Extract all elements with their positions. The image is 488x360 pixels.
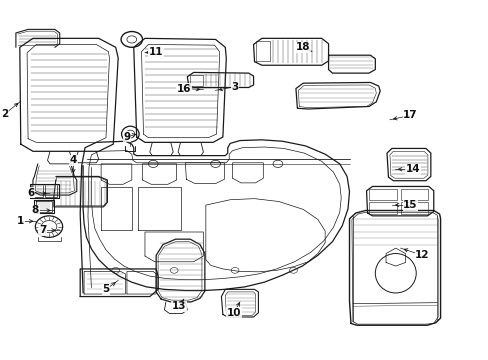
Text: 5: 5 xyxy=(102,284,109,294)
Text: 8: 8 xyxy=(32,206,39,216)
Text: 4: 4 xyxy=(69,155,77,165)
Text: 6: 6 xyxy=(27,188,34,198)
Text: 3: 3 xyxy=(231,82,238,92)
Text: 13: 13 xyxy=(171,301,186,311)
Bar xyxy=(369,189,396,200)
Text: 11: 11 xyxy=(149,46,163,57)
Text: 15: 15 xyxy=(402,200,417,210)
Bar xyxy=(400,189,427,200)
Text: 2: 2 xyxy=(1,109,9,119)
Text: 18: 18 xyxy=(295,42,310,52)
Text: 14: 14 xyxy=(405,164,419,174)
Text: 12: 12 xyxy=(414,250,429,260)
Text: 10: 10 xyxy=(226,308,241,318)
Text: 17: 17 xyxy=(402,111,417,121)
Bar xyxy=(369,202,396,214)
Text: 1: 1 xyxy=(17,216,24,226)
Bar xyxy=(400,202,427,214)
Text: 16: 16 xyxy=(176,84,191,94)
Text: 7: 7 xyxy=(39,225,46,235)
Text: 9: 9 xyxy=(123,132,130,142)
